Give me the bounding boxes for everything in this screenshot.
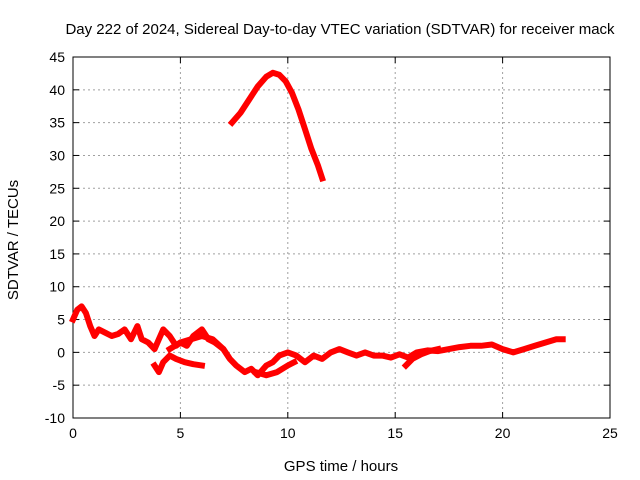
series-line-3 [165,333,232,360]
axis-ticks: 0 5 10 15 20 25 -10 -5 0 5 10 15 20 25 30 35 40 45 [45,49,618,441]
y-tick-label: 0 [57,344,65,360]
y-tick-label: 5 [57,312,65,328]
x-tick-label: 20 [495,425,511,441]
series-line-1 [69,303,566,379]
y-tick-label: 15 [49,246,65,262]
series-group [69,69,566,379]
y-tick-label: -10 [45,410,65,426]
y-axis-title: SDTVAR / TECUs [5,180,22,300]
series-line-4 [251,358,299,379]
chart-title: Day 222 of 2024, Sidereal Day-to-day VTE… [65,21,615,38]
series-line-5 [401,345,442,370]
y-tick-label: 10 [49,279,65,295]
x-tick-label: 15 [387,425,403,441]
y-tick-label: 30 [49,147,65,163]
y-tick-label: 25 [49,180,65,196]
x-tick-label: 0 [69,425,77,441]
y-tick-label: 45 [49,49,65,65]
plot-frame [72,56,611,419]
y-tick-label: 35 [49,115,65,131]
y-tick-label: -5 [53,377,66,393]
x-axis-title: GPS time / hours [284,458,398,475]
y-tick-label: 20 [49,213,65,229]
series-line-6 [227,69,326,183]
series-line-2 [150,352,206,376]
x-tick-label: 5 [177,425,185,441]
x-tick-label: 25 [602,425,618,441]
x-tick-label: 10 [280,425,296,441]
y-tick-label: 40 [49,82,65,98]
